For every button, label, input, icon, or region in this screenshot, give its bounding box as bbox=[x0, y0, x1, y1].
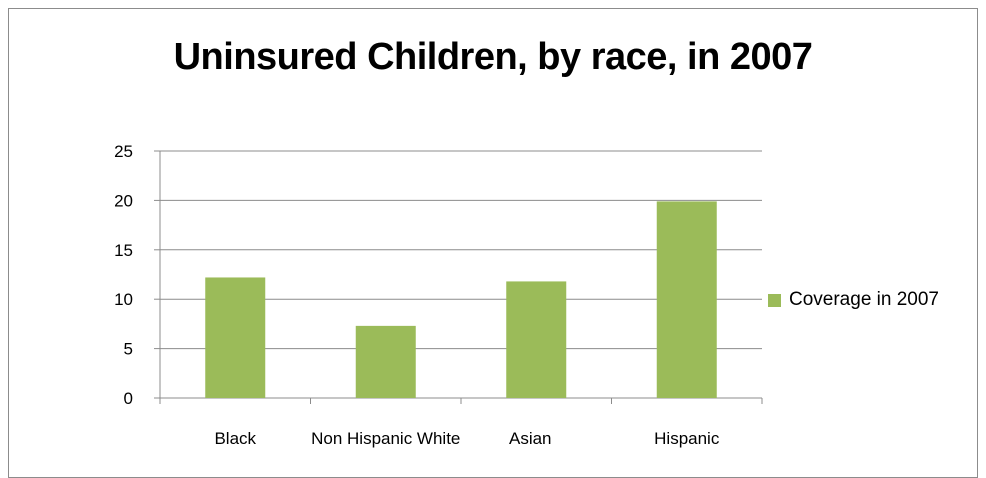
legend-swatch bbox=[768, 293, 781, 307]
legend: Coverage in 2007 bbox=[768, 289, 939, 311]
x-category-label: Black bbox=[214, 429, 256, 448]
bars bbox=[205, 201, 717, 398]
chart-frame bbox=[8, 8, 978, 478]
x-category-label: Hispanic bbox=[654, 429, 720, 448]
chart-title: Uninsured Children, by race, in 2007 bbox=[173, 36, 813, 78]
x-category-label: Asian bbox=[509, 429, 552, 448]
bar bbox=[355, 325, 416, 398]
y-tick-label: 0 bbox=[124, 389, 133, 408]
x-category-label: Non Hispanic White bbox=[311, 429, 460, 448]
axis-labels: 0 5 10 15 20 25 Black Non Hispanic White Asian Hi… bbox=[114, 142, 720, 448]
bar bbox=[656, 201, 717, 398]
y-tick-label: 5 bbox=[124, 340, 133, 359]
chart-plot: 0 5 10 15 20 25 Black Non Hispanic White Asian Hi… bbox=[114, 142, 763, 448]
legend-label: Coverage in 2007 bbox=[789, 289, 939, 310]
bar bbox=[506, 281, 567, 398]
y-tick-label: 10 bbox=[114, 290, 133, 309]
y-tick-label: 25 bbox=[114, 142, 133, 161]
y-tick-label: 20 bbox=[114, 191, 133, 210]
y-tick-label: 15 bbox=[114, 241, 133, 260]
bar bbox=[205, 277, 266, 398]
